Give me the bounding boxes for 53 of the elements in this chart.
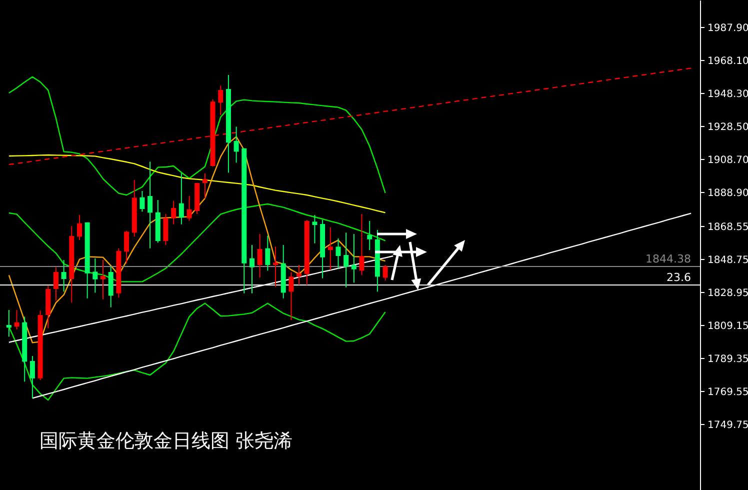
candlestick bbox=[61, 260, 66, 292]
candlestick bbox=[124, 230, 130, 264]
line-series bbox=[8, 154, 386, 214]
candlestick bbox=[148, 161, 153, 249]
y-tick-label: 1848.75 bbox=[708, 254, 748, 266]
y-tick-label: 1809.15 bbox=[708, 320, 748, 332]
candlestick bbox=[312, 214, 318, 244]
candlestick bbox=[163, 214, 168, 246]
candlestick bbox=[171, 200, 176, 225]
candlestick bbox=[178, 172, 184, 225]
y-tick-label: 1908.70 bbox=[708, 154, 748, 166]
candlestick bbox=[249, 244, 254, 294]
candlestick bbox=[336, 238, 341, 269]
y-tick-label: 1987.90 bbox=[708, 22, 748, 34]
candlestick bbox=[140, 190, 145, 212]
candlestick bbox=[359, 214, 364, 276]
y-tick-label: 1948.30 bbox=[708, 88, 748, 100]
line-series bbox=[8, 68, 692, 166]
candlestick bbox=[76, 214, 82, 240]
ref-line-label: 1844.38 bbox=[646, 252, 691, 266]
candlestick bbox=[53, 266, 58, 302]
annotation: 23.6 bbox=[666, 271, 691, 284]
y-tick-label: 1769.55 bbox=[708, 386, 748, 398]
candlestick bbox=[273, 246, 278, 288]
candlestick bbox=[100, 260, 106, 300]
line-series bbox=[8, 136, 386, 344]
candlestick bbox=[257, 234, 262, 278]
y-tick-label: 1828.95 bbox=[708, 288, 748, 299]
y-tick-label: 1928.50 bbox=[708, 122, 748, 133]
candlestick bbox=[218, 85, 224, 116]
candlestick bbox=[14, 310, 20, 330]
candlestick bbox=[186, 196, 192, 222]
candlestick bbox=[344, 232, 349, 288]
candlestick bbox=[202, 172, 208, 199]
line-series bbox=[8, 76, 386, 196]
text: 国际黄金伦敦金日线图 张尧浠 bbox=[40, 430, 293, 452]
candlestick bbox=[108, 266, 114, 308]
candlestick bbox=[6, 310, 12, 338]
y-tick-label: 1789.35 bbox=[708, 354, 748, 365]
candlestick bbox=[351, 234, 356, 284]
candlestick bbox=[296, 264, 302, 286]
candlestick bbox=[92, 258, 98, 294]
candlestick bbox=[367, 220, 372, 250]
y-tick-label: 1888.90 bbox=[708, 188, 748, 199]
candlestick bbox=[265, 235, 270, 272]
candlestick bbox=[288, 272, 294, 320]
candlestick bbox=[30, 356, 35, 399]
candlestick bbox=[382, 264, 388, 282]
candlestick bbox=[328, 226, 333, 270]
y-tick-label: 1868.55 bbox=[708, 222, 748, 233]
y-tick-label: 1749.75 bbox=[708, 420, 748, 431]
y-tick-label: 1968.10 bbox=[708, 56, 748, 67]
candlestick bbox=[234, 126, 239, 164]
